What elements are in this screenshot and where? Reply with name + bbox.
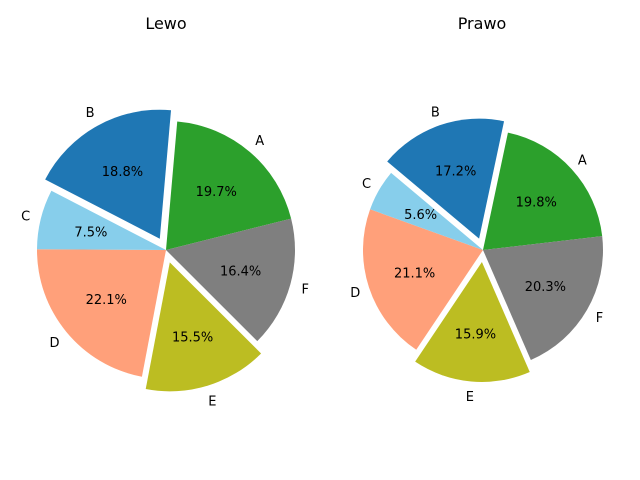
pie-right-category-label-e: E (466, 390, 474, 405)
pie-left-value-label-e: 15.5% (172, 330, 213, 345)
pie-left-category-label-f: F (302, 282, 309, 297)
pie-left-slice-b (45, 109, 172, 239)
pie-right-value-label-b: 17.2% (435, 165, 476, 180)
pie-left-category-label-e: E (208, 394, 216, 409)
pie-left-category-label-d: D (49, 336, 59, 351)
pie-right-slice-d (363, 209, 483, 350)
pie-left-category-label-a: A (255, 134, 264, 149)
pie-right-slice-c (370, 172, 483, 250)
pie-right-slice-b (387, 118, 505, 239)
pie-left-value-label-d: 22.1% (86, 293, 127, 308)
pie-right-slice-f (483, 236, 603, 361)
pie-left-category-label-b: B (86, 106, 95, 121)
pie-right-category-label-b: B (431, 106, 440, 121)
chart-title-left: Lewo (145, 14, 186, 33)
pie-right-category-label-a: A (578, 154, 587, 169)
pie-left-slice-a (166, 121, 292, 251)
pie-right-slice-a (483, 132, 603, 250)
pie-left-slice-f (166, 218, 295, 342)
pie-left-slice-d (37, 249, 166, 377)
pie-right-value-label-d: 21.1% (394, 266, 435, 281)
pie-left-wedges: 19.7% A 16.4% F 15.5% E 22.1% D 7.5% C 18.8% B (21, 106, 309, 409)
pie-left-slice-c (37, 190, 166, 250)
pie-right-category-label-d: D (350, 286, 360, 301)
pie-left-value-label-a: 19.7% (196, 185, 237, 200)
pie-right-value-label-a: 19.8% (516, 196, 557, 211)
pie-right-category-label-f: F (596, 311, 603, 326)
pie-chart-right: Prawo 19.8% A 20.3% F 15.9% E 21.1% D 5.6% C 17.2%… (350, 14, 603, 405)
pie-right-slice-e (415, 261, 530, 382)
pie-right-wedges: 19.8% A 20.3% F 15.9% E 21.1% D 5.6% C 17.2% B (350, 106, 603, 405)
pie-right-category-label-c: C (362, 177, 371, 192)
pie-right-value-label-f: 20.3% (525, 280, 566, 295)
pie-left-value-label-c: 7.5% (74, 226, 107, 241)
pie-right-value-label-e: 15.9% (455, 328, 496, 343)
pie-left-value-label-f: 16.4% (220, 265, 261, 280)
chart-title-right: Prawo (458, 14, 507, 33)
pie-left-category-label-c: C (21, 209, 30, 224)
pie-right-value-label-c: 5.6% (404, 208, 437, 223)
pie-chart-left: Lewo 19.7% A 16.4% F 15.5% E 22.1% D 7.5% C 18.8% B (21, 14, 309, 409)
pie-left-value-label-b: 18.8% (102, 165, 143, 180)
pie-left-slice-e (145, 262, 262, 392)
